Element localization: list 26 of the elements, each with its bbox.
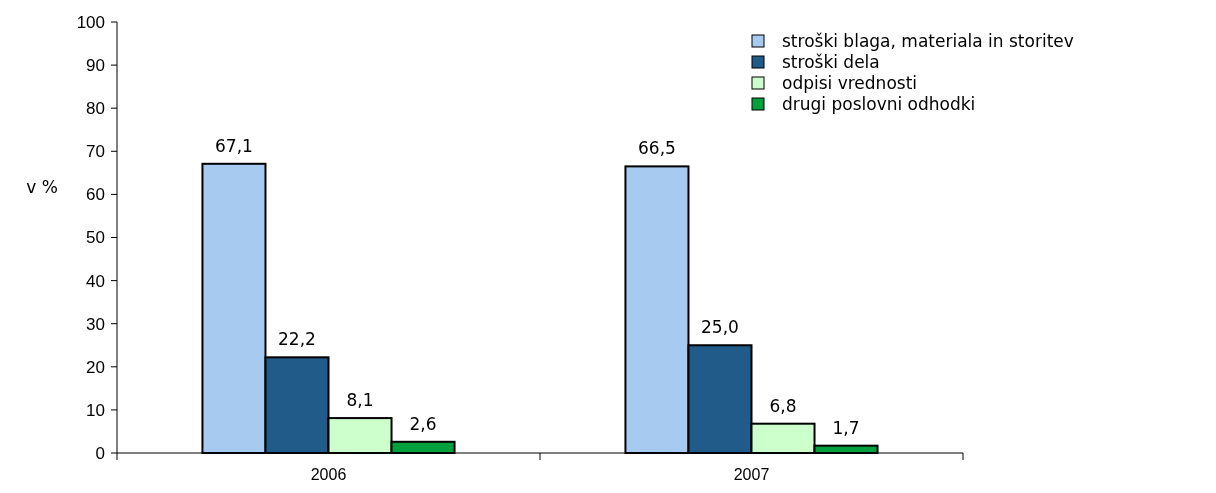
legend-label: stroški blaga, materiala in storitev [782, 30, 1074, 51]
data-label: 67,1 [215, 135, 253, 156]
y-tick-label: 10 [86, 400, 105, 420]
y-tick-label: 20 [86, 357, 105, 377]
legend-label: odpisi vrednosti [782, 72, 918, 93]
y-tick-label: 40 [86, 271, 105, 291]
data-label: 25,0 [701, 317, 739, 338]
y-tick-label: 100 [76, 12, 105, 32]
data-label: 22,2 [278, 329, 316, 350]
data-label: 8,1 [346, 390, 374, 411]
y-tick-label: 80 [86, 99, 105, 119]
data-label: 2,6 [409, 413, 437, 434]
y-tick-label: 0 [95, 443, 105, 463]
legend-label: drugi poslovni odhodki [782, 93, 976, 114]
y-tick-label: 60 [86, 185, 105, 205]
data-label: 6,8 [769, 395, 797, 416]
data-label: 66,5 [638, 138, 676, 159]
legend-label: stroški dela [782, 51, 880, 72]
y-tick-label: 90 [86, 56, 105, 76]
y-tick-label: 70 [86, 142, 105, 162]
y-axis-title: v % [26, 177, 58, 198]
x-tick-label: 2006 [310, 466, 347, 483]
data-label: 1,7 [832, 417, 860, 438]
y-tick-label: 50 [86, 228, 105, 248]
x-tick-label: 2007 [733, 466, 770, 483]
y-tick-label: 30 [86, 314, 105, 334]
